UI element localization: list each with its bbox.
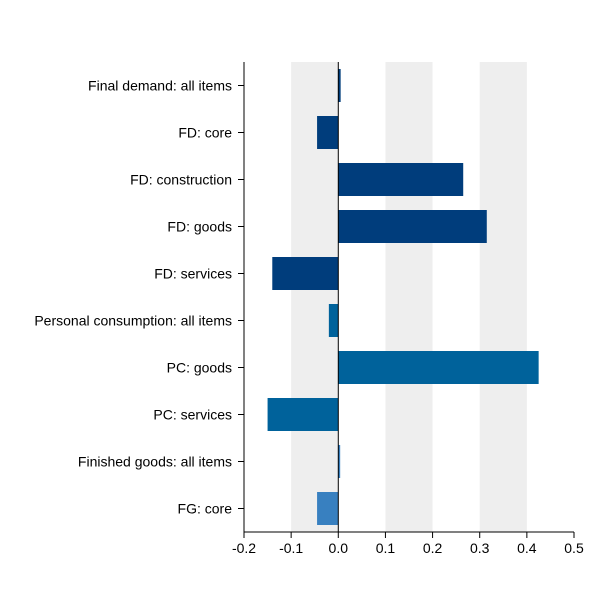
bar	[338, 163, 464, 196]
axes	[243, 62, 574, 533]
category-label: FD: goods	[167, 219, 232, 235]
category-label: FD: core	[178, 125, 232, 141]
x-tick-label: 0.0	[329, 540, 349, 556]
grid-band	[385, 62, 433, 532]
category-label: Personal consumption: all items	[34, 313, 232, 329]
bar	[328, 304, 339, 337]
x-tick-label: 0.5	[564, 540, 584, 556]
category-label: Finished goods: all items	[78, 454, 232, 470]
grid-band	[479, 62, 527, 532]
x-tick-label: 0.3	[470, 540, 490, 556]
category-labels: Final demand: all items FD: core FD: const…	[34, 78, 244, 517]
bar	[338, 445, 341, 478]
category-label: FD: services	[154, 266, 232, 282]
bar	[272, 257, 339, 290]
tick-labels: -0.2 -0.1 0.0 0.1 0.2 0.3 0.4 0.5	[232, 532, 584, 556]
bars	[267, 69, 539, 525]
category-label: PC: services	[153, 407, 232, 423]
bar	[338, 69, 341, 102]
bar	[338, 351, 539, 384]
x-tick-label: -0.2	[232, 540, 256, 556]
category-label: FG: core	[178, 501, 233, 517]
x-tick-label: 0.4	[517, 540, 537, 556]
category-label: PC: goods	[167, 360, 232, 376]
bar	[267, 398, 339, 431]
x-tick-label: -0.1	[279, 540, 303, 556]
bar	[317, 116, 339, 149]
category-label: FD: construction	[130, 172, 232, 188]
bar	[338, 210, 487, 243]
x-tick-label: 0.1	[376, 540, 396, 556]
bar	[317, 492, 339, 525]
x-tick-label: 0.2	[423, 540, 443, 556]
category-label: Final demand: all items	[88, 78, 232, 94]
